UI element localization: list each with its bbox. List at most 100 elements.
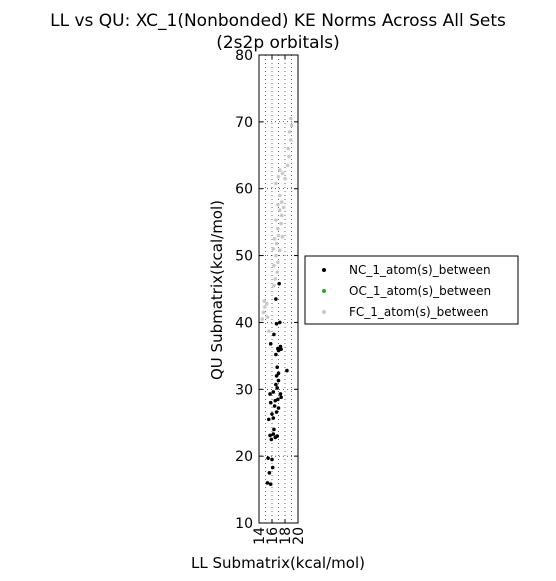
data-point-fc: [287, 154, 291, 159]
y-tick-label: 80: [235, 48, 253, 64]
data-point-nc: [274, 321, 279, 326]
y-tick-label: 70: [235, 115, 253, 131]
y-tick-label: 60: [235, 182, 253, 198]
legend-entry-label: OC_1_atom(s)_between: [349, 284, 491, 298]
x-tick-label: 14: [252, 527, 268, 545]
data-point-fc: [280, 235, 285, 239]
data-point-nc: [268, 482, 273, 487]
data-point-nc: [277, 281, 281, 286]
y-tick-label: 20: [235, 449, 253, 465]
data-point-fc: [279, 221, 283, 226]
legend: NC_1_atom(s)_between OC_1_atom(s)_between…: [304, 255, 519, 325]
data-point-fc: [276, 227, 280, 231]
data-point-nc: [268, 400, 273, 405]
legend-marker: [322, 310, 326, 314]
data-point-fc: [279, 213, 284, 218]
data-point-nc: [274, 297, 278, 301]
data-point-fc: [278, 168, 282, 172]
data-point-fc: [276, 174, 281, 179]
data-point-fc: [278, 248, 282, 253]
data-point-fc: [283, 176, 287, 181]
data-point-nc: [270, 412, 274, 416]
data-point-nc: [267, 471, 272, 475]
x-tick-label: 18: [278, 527, 294, 545]
data-point-fc: [289, 116, 293, 121]
data-point-fc: [274, 181, 278, 186]
data-point-fc: [266, 329, 271, 333]
legend-marker: [322, 289, 326, 293]
data-point-nc: [279, 395, 283, 400]
data-point-fc: [274, 241, 279, 246]
y-axis-ticks: 10 20 30 40 50 60 70 80: [235, 48, 298, 532]
data-point-nc: [274, 374, 279, 378]
legend-box: [304, 255, 519, 325]
data-points: [260, 116, 294, 487]
data-point-fc: [265, 301, 269, 306]
y-tick-label: 40: [235, 315, 253, 331]
y-tick-label: 50: [235, 249, 253, 265]
data-point-nc: [268, 342, 273, 346]
data-point-fc: [278, 208, 282, 212]
data-point-nc: [266, 417, 271, 422]
data-point-nc: [271, 390, 276, 394]
x-tick-label: 16: [265, 527, 281, 545]
data-point-nc: [272, 332, 276, 337]
data-point-fc: [263, 305, 267, 309]
data-point-nc: [278, 392, 283, 396]
data-point-nc: [278, 344, 283, 349]
data-point-nc: [268, 433, 272, 438]
data-point-nc: [278, 320, 282, 325]
x-axis-label: LL Submatrix(kcal/mol): [191, 554, 365, 572]
y-axis-label: QU Submatrix(kcal/mol): [208, 200, 226, 380]
data-point-nc: [269, 437, 274, 442]
data-point-nc: [274, 382, 278, 387]
data-point-fc: [262, 299, 267, 303]
data-point-nc: [275, 386, 280, 390]
data-point-fc: [274, 218, 278, 222]
data-point-fc: [272, 283, 276, 288]
data-point-fc: [272, 237, 277, 241]
data-point-fc: [274, 253, 278, 258]
data-point-fc: [271, 247, 276, 251]
data-point-fc: [285, 163, 290, 168]
data-point-fc: [276, 233, 281, 238]
y-tick-label: 30: [235, 382, 253, 398]
data-point-fc: [281, 205, 286, 210]
data-point-fc: [261, 310, 266, 315]
data-point-nc: [272, 404, 277, 408]
data-point-nc: [271, 432, 276, 436]
data-point-nc: [276, 397, 280, 402]
legend-entry-label: NC_1_atom(s)_between: [349, 263, 491, 277]
data-point-nc: [270, 457, 274, 462]
data-point-fc: [289, 138, 293, 142]
data-point-nc: [276, 371, 281, 376]
data-point-fc: [276, 260, 280, 265]
data-point-nc: [276, 346, 280, 351]
data-point-nc: [265, 481, 270, 485]
legend-entry-label: FC_1_atom(s)_between: [349, 305, 489, 319]
data-point-fc: [276, 202, 280, 207]
data-point-nc: [276, 406, 281, 410]
data-point-nc: [274, 410, 279, 414]
legend-marker: [322, 268, 326, 272]
data-point-nc: [285, 368, 289, 373]
data-point-fc: [275, 270, 280, 275]
data-point-nc: [274, 352, 278, 357]
data-point-nc: [272, 427, 276, 432]
data-point-fc: [278, 193, 282, 198]
data-point-nc: [268, 392, 272, 396]
y-tick-label: 10: [235, 516, 253, 532]
data-point-fc: [286, 146, 291, 151]
data-point-fc: [260, 317, 265, 321]
plot-area-frame: [258, 54, 299, 524]
data-point-nc: [271, 416, 276, 420]
data-point-fc: [272, 263, 276, 268]
chart-subtitle: (2s2p orbitals): [216, 33, 340, 53]
data-point-fc: [265, 315, 270, 319]
data-point-nc: [270, 465, 275, 470]
data-point-fc: [273, 277, 278, 281]
data-point-nc: [275, 434, 280, 438]
